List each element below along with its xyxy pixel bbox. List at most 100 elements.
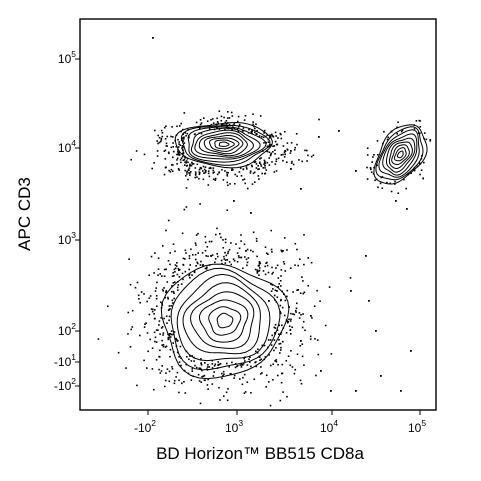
event-dot [278,333,280,335]
event-dot [168,169,170,172]
event-dot [278,339,280,341]
event-dot [222,239,224,241]
event-dot [172,136,174,138]
event-dot [193,271,196,274]
event-dot [191,368,194,370]
event-dot [165,229,167,232]
event-dot [173,379,176,382]
event-dot [130,328,132,331]
event-dot [162,332,165,334]
event-dot [164,158,167,160]
event-dot [158,320,161,322]
event-dot [160,317,162,319]
event-dot [366,154,369,156]
event-dot [210,119,212,121]
event-dot [155,297,158,300]
event-dot [278,343,281,345]
event-dot [300,314,302,316]
event-dot [290,318,292,321]
event-dot [238,247,241,250]
event-dot [389,182,391,185]
event-dot [220,123,223,126]
event-dot [299,379,302,382]
event-dot [265,374,268,377]
event-dot [259,115,262,117]
event-dot [206,120,209,122]
event-dot [180,157,183,159]
event-dot [275,267,277,269]
event-dot [239,364,242,366]
event-dot [225,254,228,257]
event-dot [173,292,175,294]
event-dot [230,263,232,266]
event-dot [301,160,303,163]
event-dot [145,322,147,324]
event-dot [127,333,129,335]
event-dot [266,150,268,152]
event-dot [160,370,163,372]
event-dot [287,355,290,357]
event-dot [175,376,177,378]
event-dot [182,263,184,266]
event-dot [273,349,275,352]
event-dot [150,255,153,258]
event-dot [207,184,210,186]
event-dot [233,123,236,125]
event-dot [161,344,163,346]
event-dot [261,344,264,347]
event-dot [190,360,193,362]
event-dot [257,165,259,167]
event-dot [270,248,273,251]
event-dot [280,346,282,349]
event-dot [279,312,282,315]
event-dot [202,178,205,181]
event-dot [287,320,289,323]
event-dot [226,209,228,211]
event-dot [233,127,236,130]
event-dot [161,275,163,277]
event-dot [209,166,212,169]
event-dot [181,148,184,151]
event-dot [168,370,171,373]
event-dot [270,283,272,285]
event-dot [184,258,186,260]
event-dot [231,168,233,170]
event-dot [218,171,220,174]
event-dot [218,363,221,366]
event-dot [165,291,167,294]
event-dot [231,169,233,171]
event-dot [290,333,292,335]
event-dot [170,146,173,149]
event-dot [224,121,227,124]
event-dot [246,264,248,267]
event-dot [182,257,185,260]
event-dot [154,252,156,254]
event-dot [196,261,198,264]
event-dot [301,343,304,345]
event-dot [207,255,209,258]
event-dot [234,366,237,369]
x-tick-exp: 2 [151,418,156,428]
event-dot [171,285,173,287]
event-dot [405,187,407,190]
event-dot [304,149,306,152]
event-dot [211,254,214,256]
event-dot [243,178,246,180]
event-dot [272,271,274,274]
event-dot [258,267,261,269]
event-dot [280,154,283,156]
event-dot [312,154,315,156]
event-dot [198,173,201,176]
event-dot [330,390,332,392]
event-dot [350,290,352,292]
event-dot [157,268,160,270]
event-dot [293,313,296,316]
event-dot [136,281,139,284]
event-dot [237,120,239,123]
event-dot [129,346,132,348]
event-dot [280,133,282,136]
event-dot [243,373,246,376]
event-dot [167,151,170,154]
event-dot [260,358,263,361]
event-dot [400,390,402,392]
